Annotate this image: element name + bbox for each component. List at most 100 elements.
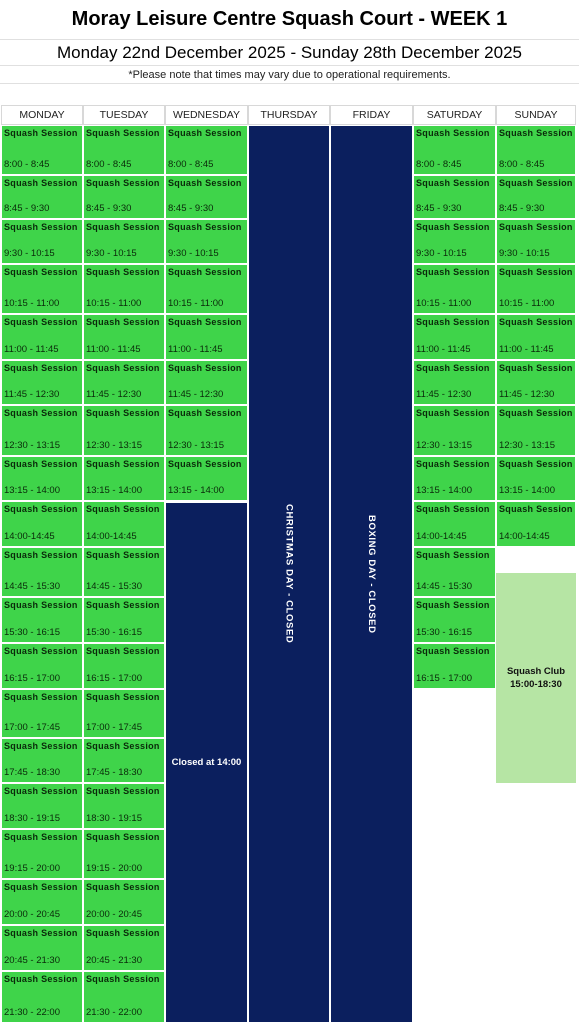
session-time: 12:30 - 13:15	[4, 440, 60, 451]
tuesday-session-slot: Squash Session 13:15 - 14:00	[83, 456, 165, 501]
session-label: Squash Session	[416, 363, 490, 373]
wednesday-session-slot: Squash Session 11:45 - 12:30	[165, 360, 248, 405]
session-time: 10:15 - 11:00	[499, 298, 555, 309]
monday-session-slot: Squash Session 19:15 - 20:00	[1, 829, 83, 879]
session-label: Squash Session	[86, 222, 160, 232]
session-label: Squash Session	[416, 408, 490, 418]
session-label: Squash Session	[416, 550, 490, 560]
session-time: 11:45 - 12:30	[416, 389, 472, 400]
tuesday-session-slot: Squash Session 15:30 - 16:15	[83, 597, 165, 643]
page-title: Moray Leisure Centre Squash Court - WEEK…	[0, 0, 579, 40]
session-label: Squash Session	[86, 550, 160, 560]
session-label: Squash Session	[4, 408, 78, 418]
session-time: 8:45 - 9:30	[416, 203, 462, 214]
session-label: Squash Session	[86, 408, 160, 418]
saturday-session-slot: Squash Session 9:30 - 10:15	[413, 219, 496, 264]
session-label: Squash Session	[86, 317, 160, 327]
session-time: 20:45 - 21:30	[86, 955, 142, 966]
session-label: Squash Session	[499, 178, 573, 188]
session-time: 11:00 - 11:45	[4, 344, 59, 355]
session-label: Squash Session	[86, 832, 160, 842]
wednesday-closed-block: Closed at 14:00	[165, 502, 248, 1023]
monday-session-slot: Squash Session 18:30 - 19:15	[1, 783, 83, 829]
session-time: 10:15 - 11:00	[4, 298, 60, 309]
session-label: Squash Session	[4, 504, 78, 514]
session-label: Squash Session	[86, 600, 160, 610]
session-time: 20:00 - 20:45	[86, 909, 142, 920]
session-time: 10:15 - 11:00	[168, 298, 224, 309]
session-label: Squash Session	[86, 692, 160, 702]
session-time: 11:00 - 11:45	[168, 344, 223, 355]
session-time: 21:30 - 22:00	[4, 1007, 60, 1018]
session-time: 15:30 - 16:15	[416, 627, 472, 638]
session-time: 11:45 - 12:30	[499, 389, 555, 400]
session-label: Squash Session	[4, 646, 78, 656]
session-label: Squash Session	[86, 741, 160, 751]
session-label: Squash Session	[4, 600, 78, 610]
session-time: 10:15 - 11:00	[416, 298, 472, 309]
session-time: 12:30 - 13:15	[168, 440, 224, 451]
session-time: 9:30 - 10:15	[168, 248, 219, 259]
session-time: 12:30 - 13:15	[86, 440, 142, 451]
day-header-tuesday: TUESDAY	[83, 105, 165, 125]
monday-session-slot: Squash Session 16:15 - 17:00	[1, 643, 83, 689]
saturday-session-slot: Squash Session 11:45 - 12:30	[413, 360, 496, 405]
sunday-session-slot: Squash Session 13:15 - 14:00	[496, 456, 576, 501]
tuesday-session-slot: Squash Session 10:15 - 11:00	[83, 264, 165, 314]
wednesday-session-slot: Squash Session 13:15 - 14:00	[165, 456, 248, 501]
session-label: Squash Session	[4, 178, 78, 188]
session-time: 13:15 - 14:00	[416, 485, 472, 496]
saturday-session-slot: Squash Session 14:45 - 15:30	[413, 547, 496, 597]
session-time: 8:45 - 9:30	[499, 203, 545, 214]
session-label: Squash Session	[4, 317, 78, 327]
session-label: Squash Session	[4, 128, 78, 138]
session-time: 13:15 - 14:00	[4, 485, 60, 496]
session-time: 16:15 - 17:00	[416, 673, 472, 684]
session-time: 11:00 - 11:45	[86, 344, 141, 355]
session-time: 9:30 - 10:15	[499, 248, 550, 259]
wednesday-session-slot: Squash Session 10:15 - 11:00	[165, 264, 248, 314]
session-label: Squash Session	[168, 267, 242, 277]
session-time: 19:15 - 20:00	[86, 863, 142, 874]
session-label: Squash Session	[4, 222, 78, 232]
session-time: 11:45 - 12:30	[86, 389, 142, 400]
session-time: 12:30 - 13:15	[416, 440, 472, 451]
monday-session-slot: Squash Session 11:45 - 12:30	[1, 360, 83, 405]
session-time: 13:15 - 14:00	[499, 485, 555, 496]
session-time: 8:00 - 8:45	[416, 159, 462, 170]
session-label: Squash Session	[499, 504, 573, 514]
tuesday-session-slot: Squash Session 20:00 - 20:45	[83, 879, 165, 925]
session-label: Squash Session	[86, 786, 160, 796]
session-time: 9:30 - 10:15	[416, 248, 467, 259]
tuesday-session-slot: Squash Session 9:30 - 10:15	[83, 219, 165, 264]
session-label: Squash Session	[416, 222, 490, 232]
session-time: 8:00 - 8:45	[4, 159, 50, 170]
monday-session-slot: Squash Session 20:00 - 20:45	[1, 879, 83, 925]
sunday-session-slot: Squash Session 9:30 - 10:15	[496, 219, 576, 264]
session-time: 14:00-14:45	[416, 531, 467, 542]
session-label: Squash Session	[499, 128, 573, 138]
session-label: Squash Session	[4, 974, 78, 984]
sunday-session-slot: Squash Session 11:00 - 11:45	[496, 314, 576, 360]
tuesday-session-slot: Squash Session 20:45 - 21:30	[83, 925, 165, 971]
session-label: Squash Session	[86, 928, 160, 938]
session-label: Squash Session	[4, 692, 78, 702]
session-label: Squash Session	[416, 459, 490, 469]
friday-closed-label: BOXING DAY - CLOSED	[366, 514, 377, 634]
tuesday-session-slot: Squash Session 8:45 - 9:30	[83, 175, 165, 219]
squash-club-label: Squash Club	[506, 666, 566, 677]
session-label: Squash Session	[168, 222, 242, 232]
session-label: Squash Session	[416, 600, 490, 610]
day-header-sunday: SUNDAY	[496, 105, 576, 125]
monday-session-slot: Squash Session 14:45 - 15:30	[1, 547, 83, 597]
tuesday-session-slot: Squash Session 17:45 - 18:30	[83, 738, 165, 783]
session-label: Squash Session	[4, 786, 78, 796]
session-label: Squash Session	[416, 128, 490, 138]
squash-club-block: Squash Club 15:00-18:30	[496, 573, 576, 783]
session-time: 8:00 - 8:45	[168, 159, 214, 170]
session-label: Squash Session	[86, 504, 160, 514]
session-time: 19:15 - 20:00	[4, 863, 60, 874]
session-label: Squash Session	[499, 408, 573, 418]
monday-session-slot: Squash Session 11:00 - 11:45	[1, 314, 83, 360]
session-label: Squash Session	[86, 882, 160, 892]
